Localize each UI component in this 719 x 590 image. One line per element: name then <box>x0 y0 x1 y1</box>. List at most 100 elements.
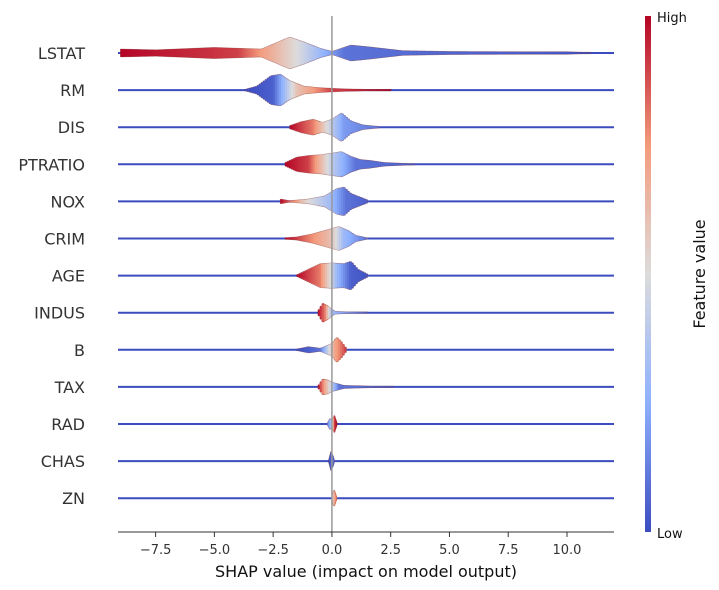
violin-strip <box>304 86 308 94</box>
violin-strip <box>320 196 324 207</box>
violin-strip <box>387 386 390 388</box>
violin-strip <box>334 263 338 289</box>
violin-strip <box>376 161 379 168</box>
violin-strip <box>126 49 129 57</box>
violin-strip <box>392 162 395 166</box>
violin-strip <box>138 49 141 57</box>
violin-strip <box>544 51 548 55</box>
violin-strip <box>369 125 372 129</box>
violin-strip <box>350 193 354 209</box>
violin-strip <box>420 50 424 56</box>
violin-strip <box>440 51 444 55</box>
violin-strip <box>342 47 346 59</box>
violin-strip <box>536 51 540 55</box>
violin-strip <box>311 119 315 136</box>
violin-strip <box>318 47 322 59</box>
violin-strip <box>400 163 403 166</box>
violin-strip <box>333 382 337 391</box>
violin-strip <box>372 160 376 168</box>
violin-strip <box>374 126 378 129</box>
violin-strip <box>282 39 285 67</box>
violin-strip <box>562 51 566 55</box>
violin-strip <box>524 51 528 55</box>
violin-strip <box>344 189 348 214</box>
violin-strip <box>361 271 364 280</box>
violin-strip <box>306 269 310 282</box>
violin-strip <box>356 158 360 170</box>
violin-strip <box>363 124 366 130</box>
violin-strip <box>580 52 584 54</box>
violin-outline <box>289 112 380 142</box>
violin-strip <box>341 311 345 314</box>
violin-strip <box>367 385 370 388</box>
violin-strip <box>264 47 267 59</box>
violin-strip <box>314 197 318 206</box>
feature-label: RAD <box>51 415 85 434</box>
violin-strip <box>290 81 294 99</box>
colorbar-low-label: Low <box>657 527 683 542</box>
violin-strip <box>238 48 241 58</box>
x-tick-label: −7.5 <box>140 543 172 558</box>
violin-strip <box>318 87 322 93</box>
violin-strip <box>358 159 362 170</box>
violin-strip <box>226 47 229 59</box>
violin-strip <box>388 49 392 57</box>
violin-strip <box>426 51 430 55</box>
violin-strip <box>292 38 295 68</box>
violin-strip <box>382 162 385 167</box>
violin-strip <box>336 263 340 288</box>
violin-strip <box>293 123 297 131</box>
violin-strip <box>280 75 284 105</box>
violin-strip <box>316 197 320 206</box>
violin-strip <box>319 381 323 393</box>
violin-strip <box>310 155 314 174</box>
violin-strip <box>232 48 235 58</box>
violin-strip <box>178 48 181 58</box>
violin-strip <box>304 199 308 204</box>
violin-strip <box>292 200 295 203</box>
violin-strip <box>254 48 257 58</box>
violin-strip <box>280 199 283 204</box>
violin-strip <box>302 271 306 280</box>
feature-label: B <box>74 341 85 360</box>
violin-strip <box>408 50 412 56</box>
violin-strip <box>316 264 320 287</box>
violin-strip <box>347 118 350 136</box>
violin-strip <box>150 49 153 57</box>
violin-strip <box>346 154 350 174</box>
violin-outline <box>244 74 391 107</box>
violin-strip <box>374 89 378 91</box>
violin-age <box>118 261 614 290</box>
violin-strip <box>472 51 476 55</box>
violin-strip <box>424 50 428 56</box>
violin-strip <box>446 51 450 55</box>
violin-outline <box>296 337 347 363</box>
violin-strip <box>329 381 333 393</box>
violin-strip <box>367 125 370 130</box>
violin-strip <box>200 47 203 59</box>
violin-strip <box>355 267 358 284</box>
violin-strip <box>352 157 356 172</box>
violin-strip <box>152 49 155 57</box>
violin-strip <box>289 125 293 130</box>
violin-strip <box>258 83 262 97</box>
violin-strip <box>297 122 301 132</box>
violin-strip <box>180 48 183 58</box>
violin-strip <box>366 160 370 169</box>
violin-strip <box>314 347 317 353</box>
violin-rm <box>118 74 614 107</box>
violin-strip <box>345 311 349 314</box>
violin-strip <box>306 234 310 243</box>
violin-strip <box>342 152 346 176</box>
violin-strip <box>344 46 348 60</box>
violin-strip <box>270 75 274 105</box>
violin-strip <box>351 262 354 289</box>
violin-strip <box>312 266 316 285</box>
x-tick-label: 5.0 <box>439 543 460 558</box>
violin-strip <box>302 347 306 353</box>
violin-strip <box>342 187 346 216</box>
violin-strip <box>246 88 250 92</box>
violin-strip <box>388 162 391 166</box>
violin-strip <box>458 51 462 55</box>
violin-strip <box>355 385 358 389</box>
